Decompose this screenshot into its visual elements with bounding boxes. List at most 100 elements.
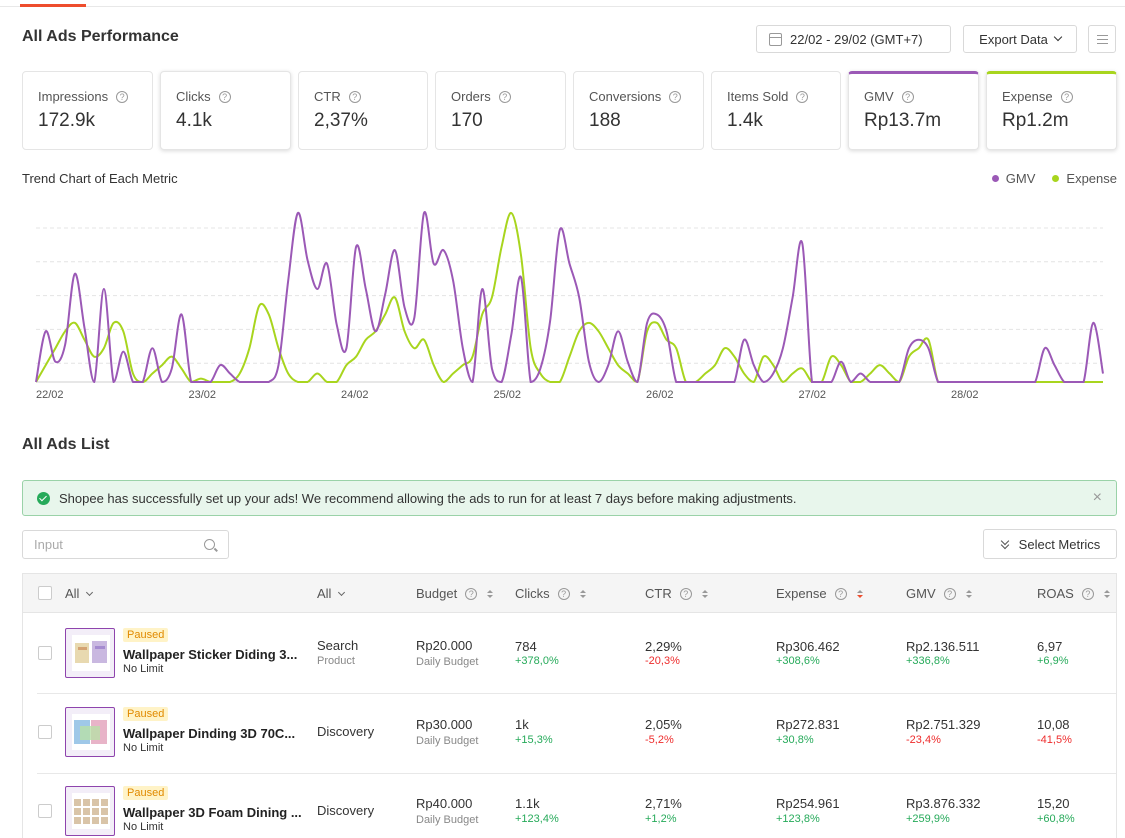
column-clicks[interactable]: Clicks?	[515, 586, 586, 601]
budget-value: Rp40.000	[416, 796, 473, 811]
header-label: All	[317, 586, 332, 601]
sort-icon[interactable]	[487, 589, 494, 598]
product-thumbnail[interactable]	[65, 628, 115, 678]
header-label: Budget	[416, 586, 458, 601]
sort-icon[interactable]	[579, 589, 586, 598]
expense-value: Rp306.462	[776, 639, 840, 654]
chevron-down-icon	[86, 588, 94, 596]
roas-value: 6,97	[1037, 639, 1063, 654]
column-ctr[interactable]: CTR?	[645, 586, 708, 601]
ad-name-link[interactable]: Wallpaper Dinding 3D 70C...	[123, 726, 296, 741]
expense-value: Rp254.961	[776, 796, 840, 811]
select-all-checkbox[interactable]	[38, 586, 52, 600]
table-row[interactable]: Paused Wallpaper Dinding 3D 70C... No Li…	[23, 694, 1116, 774]
sort-icon[interactable]	[701, 589, 708, 598]
expense-delta: +123,8%	[776, 813, 820, 825]
metric-value: 172.9k	[38, 110, 96, 131]
ad-name-link[interactable]: Wallpaper 3D Foam Dining ...	[123, 805, 302, 820]
ctr-delta: -20,3%	[645, 655, 680, 667]
column-gmv[interactable]: GMV?	[906, 586, 972, 601]
help-icon[interactable]: ?	[679, 587, 692, 600]
select-metrics-button[interactable]: Select Metrics	[983, 529, 1117, 559]
search-field[interactable]	[22, 530, 229, 559]
ad-limit: No Limit	[123, 663, 164, 675]
product-thumbnail[interactable]	[65, 707, 115, 757]
top-tab-bar	[0, 0, 1125, 7]
metric-card-gmv[interactable]: GMV? Rp13.7m	[848, 71, 979, 150]
help-icon[interactable]: ?	[116, 90, 129, 103]
metric-card-clicks[interactable]: Clicks? 4.1k	[160, 71, 291, 150]
legend-item-expense[interactable]: Expense	[1052, 171, 1117, 186]
column-budget[interactable]: Budget?	[416, 586, 494, 601]
help-icon[interactable]: ?	[834, 587, 847, 600]
column-expense[interactable]: Expense?	[776, 586, 863, 601]
budget-type: Daily Budget	[416, 814, 479, 826]
metric-card-orders[interactable]: Orders? 170	[435, 71, 566, 150]
trend-chart-title: Trend Chart of Each Metric	[22, 171, 178, 186]
banner-message: Shopee has successfully set up your ads!…	[59, 490, 797, 506]
ctr-value: 2,05%	[645, 717, 682, 732]
close-icon[interactable]: ×	[1092, 489, 1102, 506]
series-line-expense[interactable]	[35, 211, 1104, 384]
help-icon[interactable]: ?	[1081, 587, 1094, 600]
ad-name-link[interactable]: Wallpaper Sticker Diding 3...	[123, 647, 298, 662]
legend-label: Expense	[1066, 171, 1117, 186]
expense-delta: +308,6%	[776, 655, 820, 667]
help-icon[interactable]: ?	[901, 90, 914, 103]
x-tick-label: 28/02	[951, 389, 979, 401]
metric-card-ctr[interactable]: CTR? 2,37%	[298, 71, 428, 150]
success-banner: Shopee has successfully set up your ads!…	[22, 480, 1117, 516]
help-icon[interactable]: ?	[465, 587, 478, 600]
product-image	[72, 793, 110, 829]
help-icon[interactable]: ?	[796, 90, 809, 103]
date-range-picker[interactable]: 22/02 - 29/02 (GMT+7)	[756, 25, 951, 53]
search-input[interactable]	[23, 531, 193, 558]
export-data-button[interactable]: Export Data	[963, 25, 1077, 53]
ad-type-sub: Product	[317, 655, 355, 667]
clicks-value: 1k	[515, 717, 529, 732]
metric-card-expense[interactable]: Expense? Rp1.2m	[986, 71, 1117, 150]
series-line-gmv[interactable]	[35, 211, 1104, 384]
help-icon[interactable]: ?	[498, 90, 511, 103]
header-label: All	[65, 586, 80, 601]
budget-value: Rp30.000	[416, 717, 473, 732]
product-thumbnail[interactable]	[65, 786, 115, 836]
filter-ad-type[interactable]: All	[317, 586, 346, 601]
sort-icon-active[interactable]	[856, 589, 863, 598]
metric-value: 4.1k	[176, 110, 212, 131]
ctr-delta: -5,2%	[645, 734, 674, 746]
x-tick-label: 22/02	[36, 389, 64, 401]
gmv-value: Rp2.136.511	[906, 639, 980, 654]
ad-type: Search	[317, 638, 359, 653]
metric-card-items-sold[interactable]: Items Sold? 1.4k	[711, 71, 841, 150]
menu-icon-line	[1096, 34, 1108, 36]
filter-all-ads[interactable]: All	[65, 586, 94, 601]
search-icon[interactable]	[204, 539, 215, 550]
budget-type: Daily Budget	[416, 656, 479, 668]
legend-item-gmv[interactable]: GMV	[991, 171, 1035, 186]
help-icon[interactable]: ?	[943, 587, 956, 600]
sort-icon[interactable]	[965, 589, 972, 598]
help-icon[interactable]: ?	[218, 90, 231, 103]
status-badge: Paused	[123, 786, 169, 800]
metric-card-impressions[interactable]: Impressions? 172.9k	[22, 71, 153, 150]
sort-icon[interactable]	[1103, 589, 1110, 598]
metric-card-conversions[interactable]: Conversions? 188	[573, 71, 704, 150]
help-icon[interactable]: ?	[348, 90, 361, 103]
header-label: Clicks	[515, 586, 550, 601]
menu-button[interactable]	[1088, 25, 1116, 53]
row-checkbox[interactable]	[38, 646, 52, 660]
column-roas[interactable]: ROAS?	[1037, 586, 1110, 601]
legend-dot	[1052, 175, 1060, 182]
ads-table: All All Budget? Clicks? CTR? Expense? GM…	[22, 573, 1117, 838]
help-icon[interactable]: ?	[557, 587, 570, 600]
row-checkbox[interactable]	[38, 725, 52, 739]
ads-list-title: All Ads List	[22, 436, 110, 453]
row-checkbox[interactable]	[38, 804, 52, 818]
trend-chart[interactable]: 22/02 23/02 24/02 25/02 26/02 27/02 28/02	[0, 195, 1125, 410]
help-icon[interactable]: ?	[1060, 90, 1073, 103]
clicks-delta: +15,3%	[515, 734, 553, 746]
table-row[interactable]: Paused Wallpaper Sticker Diding 3... No …	[23, 614, 1116, 694]
table-row[interactable]: Paused Wallpaper 3D Foam Dining ... No L…	[23, 773, 1116, 838]
help-icon[interactable]: ?	[669, 90, 682, 103]
